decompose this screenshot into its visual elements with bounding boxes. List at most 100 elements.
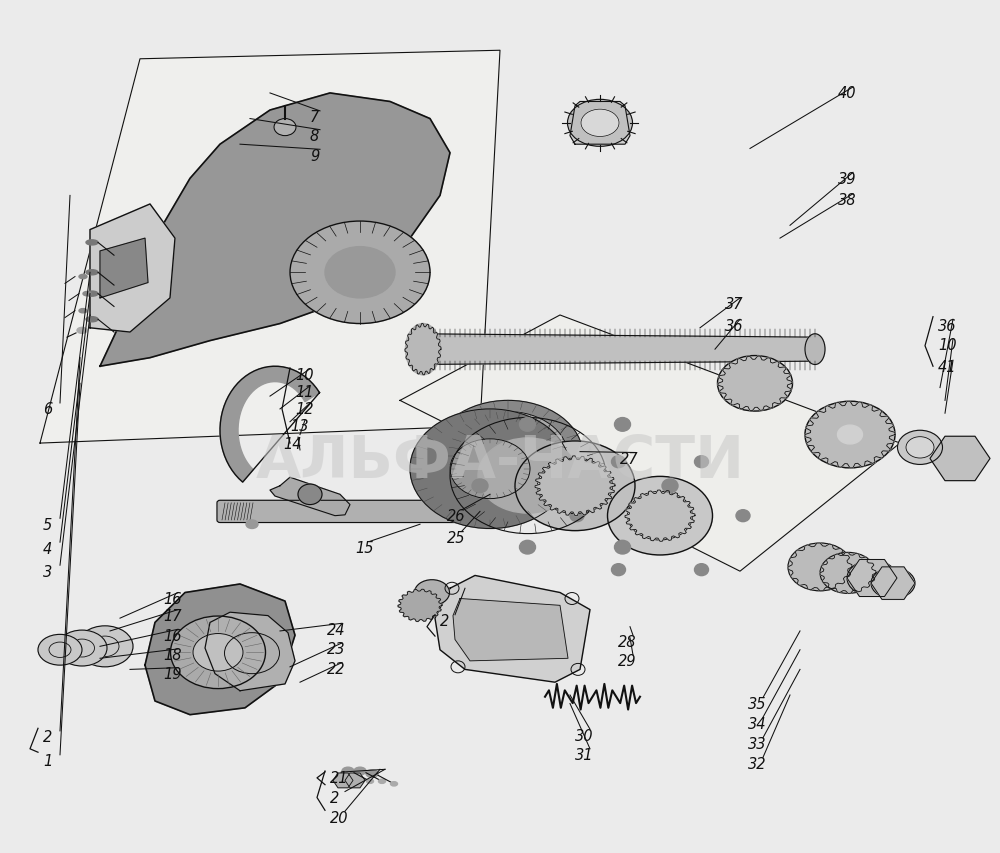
Circle shape	[519, 541, 536, 554]
Ellipse shape	[515, 442, 635, 531]
Text: 19: 19	[163, 666, 182, 682]
Ellipse shape	[83, 292, 91, 296]
Ellipse shape	[906, 437, 934, 459]
Polygon shape	[270, 478, 350, 516]
Ellipse shape	[86, 270, 98, 276]
Polygon shape	[90, 205, 175, 333]
Text: 11: 11	[295, 385, 314, 400]
Ellipse shape	[193, 634, 243, 671]
Text: 4: 4	[43, 541, 52, 556]
Text: АЛЬФА-ЧАСТИ: АЛЬФА-ЧАСТИ	[256, 432, 744, 489]
Ellipse shape	[450, 439, 530, 499]
Text: 2: 2	[43, 729, 52, 745]
Polygon shape	[145, 584, 295, 715]
Polygon shape	[398, 589, 442, 622]
Ellipse shape	[246, 520, 258, 529]
Text: 41: 41	[938, 359, 956, 374]
Text: 31: 31	[575, 747, 594, 763]
Text: 40: 40	[838, 86, 856, 102]
Ellipse shape	[478, 438, 578, 514]
Ellipse shape	[274, 119, 296, 136]
Text: 9: 9	[310, 148, 319, 164]
Ellipse shape	[406, 324, 440, 375]
Text: 16: 16	[163, 591, 182, 606]
Polygon shape	[788, 543, 852, 591]
Polygon shape	[820, 553, 876, 594]
Circle shape	[614, 418, 631, 432]
Polygon shape	[400, 316, 900, 572]
Text: 18: 18	[163, 647, 182, 663]
Circle shape	[614, 541, 631, 554]
Text: 39: 39	[838, 171, 856, 187]
Text: 13: 13	[290, 419, 308, 434]
Text: 29: 29	[618, 653, 637, 669]
Text: 8: 8	[310, 129, 319, 144]
Text: 32: 32	[748, 756, 767, 771]
Ellipse shape	[433, 401, 583, 512]
Ellipse shape	[325, 247, 395, 299]
Polygon shape	[405, 324, 441, 375]
Text: 36: 36	[725, 318, 744, 334]
Text: 30: 30	[575, 728, 594, 743]
Polygon shape	[100, 94, 450, 367]
Polygon shape	[625, 490, 695, 542]
Ellipse shape	[390, 781, 398, 786]
Text: 6: 6	[43, 402, 52, 417]
Ellipse shape	[734, 368, 776, 399]
Ellipse shape	[378, 780, 386, 783]
Ellipse shape	[448, 412, 568, 501]
Ellipse shape	[805, 334, 825, 365]
Polygon shape	[40, 51, 500, 444]
Polygon shape	[805, 402, 895, 468]
Polygon shape	[100, 239, 148, 299]
Ellipse shape	[354, 768, 366, 775]
Ellipse shape	[57, 630, 107, 666]
Text: 38: 38	[838, 193, 856, 208]
Ellipse shape	[898, 431, 942, 465]
Text: 26: 26	[447, 508, 466, 524]
Text: 14: 14	[283, 436, 302, 451]
Circle shape	[694, 456, 708, 468]
Text: 21: 21	[330, 770, 349, 786]
Ellipse shape	[847, 560, 897, 596]
Text: 16: 16	[163, 628, 182, 643]
Text: 23: 23	[327, 641, 346, 657]
Text: 25: 25	[447, 530, 466, 545]
Ellipse shape	[820, 553, 876, 594]
Polygon shape	[570, 102, 630, 145]
Circle shape	[520, 418, 536, 432]
Text: 27: 27	[620, 451, 639, 467]
Polygon shape	[220, 367, 319, 483]
Polygon shape	[205, 612, 295, 691]
Circle shape	[472, 479, 488, 493]
Text: 33: 33	[748, 736, 767, 751]
Text: 5: 5	[43, 517, 52, 532]
Ellipse shape	[871, 568, 915, 599]
Text: 37: 37	[725, 297, 744, 312]
Polygon shape	[535, 456, 615, 516]
Circle shape	[612, 456, 626, 468]
Ellipse shape	[805, 402, 895, 468]
Ellipse shape	[77, 626, 133, 667]
Ellipse shape	[410, 409, 570, 529]
Ellipse shape	[628, 491, 692, 541]
FancyBboxPatch shape	[217, 501, 513, 523]
Circle shape	[570, 510, 584, 522]
Ellipse shape	[415, 580, 450, 606]
Text: 36: 36	[938, 318, 956, 334]
Text: 1: 1	[43, 753, 52, 769]
Text: 2: 2	[440, 613, 449, 629]
Text: 10: 10	[295, 368, 314, 383]
Text: 34: 34	[748, 716, 767, 731]
Ellipse shape	[86, 241, 98, 246]
Circle shape	[736, 510, 750, 522]
Text: 35: 35	[748, 696, 767, 711]
Text: 24: 24	[327, 622, 346, 637]
Circle shape	[298, 485, 322, 505]
Ellipse shape	[788, 543, 852, 591]
Ellipse shape	[86, 292, 98, 297]
Ellipse shape	[290, 222, 430, 324]
Ellipse shape	[718, 356, 792, 411]
Text: 22: 22	[327, 661, 346, 676]
Ellipse shape	[366, 769, 378, 778]
